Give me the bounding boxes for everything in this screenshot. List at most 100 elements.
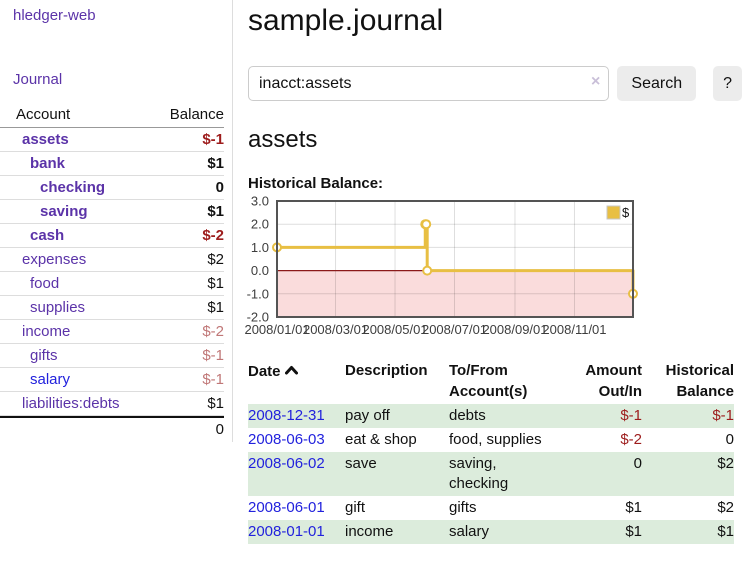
transaction-description: income bbox=[345, 523, 394, 540]
sidebar: hledger-web Journal Account Balance asse… bbox=[0, 0, 233, 442]
clear-search-icon[interactable]: × bbox=[591, 73, 601, 90]
transaction-amount: $1 bbox=[625, 523, 642, 540]
svg-text:2008/01/01: 2008/01/01 bbox=[244, 322, 309, 337]
transaction-row: 2008-06-01 gift gifts $1 $2 bbox=[248, 496, 734, 520]
transaction-amount: $-2 bbox=[620, 431, 642, 448]
account-balance: $1 bbox=[207, 395, 224, 412]
account-link-gifts[interactable]: gifts bbox=[30, 347, 58, 364]
account-balance: $1 bbox=[207, 155, 224, 172]
account-balance: $-2 bbox=[202, 227, 224, 244]
transaction-row: 2008-01-01 income salary $1 $1 bbox=[248, 520, 734, 544]
svg-text:1.0: 1.0 bbox=[251, 240, 269, 255]
transaction-date-link[interactable]: 2008-06-01 bbox=[248, 499, 325, 516]
accounts-total-row: 0 bbox=[0, 416, 224, 440]
account-balance: 0 bbox=[215, 179, 224, 196]
transaction-amount: $1 bbox=[625, 499, 642, 516]
chart-title: Historical Balance: bbox=[248, 175, 384, 192]
transaction-account: salary bbox=[449, 523, 490, 540]
account-link-assets[interactable]: assets bbox=[22, 131, 69, 148]
column-header-account: To/From Account(s) bbox=[449, 362, 528, 400]
transaction-date-link[interactable]: 2008-06-03 bbox=[248, 431, 325, 448]
transaction-row: 2008-06-02 save saving, checking 0 $2 bbox=[248, 452, 734, 496]
account-link-income[interactable]: income bbox=[22, 323, 71, 340]
account-row-supplies: supplies $1 bbox=[0, 296, 224, 320]
transaction-amount: 0 bbox=[633, 455, 642, 472]
transaction-balance: 0 bbox=[725, 431, 734, 448]
column-header-balance: Historical Balance bbox=[665, 362, 734, 400]
account-row-expenses: expenses $2 bbox=[0, 248, 224, 272]
transaction-account: food, supplies bbox=[449, 431, 542, 448]
svg-text:2.0: 2.0 bbox=[251, 217, 269, 232]
account-row-income: income $-2 bbox=[0, 320, 224, 344]
account-row-bank: bank $1 bbox=[0, 152, 224, 176]
account-heading: assets bbox=[248, 126, 318, 153]
account-link-checking[interactable]: checking bbox=[40, 179, 106, 196]
transaction-account: gifts bbox=[449, 499, 477, 516]
balance-chart-svg: 3.0 2.0 1.0 0.0 -1.0 -2.02008/01/012008/03/01… bbox=[244, 194, 638, 337]
transaction-description: pay off bbox=[345, 407, 390, 424]
search-form: × Search ? bbox=[248, 66, 742, 101]
transaction-description: save bbox=[345, 455, 377, 472]
brand-link[interactable]: hledger-web bbox=[13, 7, 96, 24]
transaction-date-link[interactable]: 2008-01-01 bbox=[248, 523, 325, 540]
account-row-salary: salary $-1 bbox=[0, 368, 224, 392]
balance-column-header: Balance bbox=[169, 106, 224, 123]
date-header-label: Date bbox=[248, 363, 281, 380]
transaction-row: 2008-12-31 pay off debts $-1 $-1 bbox=[248, 404, 734, 428]
transaction-balance: $-1 bbox=[712, 407, 734, 424]
svg-text:-1.0: -1.0 bbox=[247, 286, 269, 301]
account-row-food: food $1 bbox=[0, 272, 224, 296]
svg-text:2008/05/01: 2008/05/01 bbox=[362, 322, 427, 337]
accounts-table: Account Balance assets $-1 bank $1 check… bbox=[0, 106, 224, 440]
account-link-supplies[interactable]: supplies bbox=[30, 299, 86, 316]
transaction-description: gift bbox=[345, 499, 366, 516]
account-link-saving[interactable]: saving bbox=[40, 203, 88, 220]
account-link-liabilities-debts[interactable]: liabilities:debts bbox=[22, 395, 120, 412]
column-header-amount: Amount Out/In bbox=[585, 362, 642, 400]
svg-text:2008/07/01: 2008/07/01 bbox=[422, 322, 487, 337]
account-balance: $1 bbox=[207, 203, 224, 220]
transaction-row: 2008-06-03 eat & shop food, supplies $-2… bbox=[248, 428, 734, 452]
svg-text:2008/11/01: 2008/11/01 bbox=[542, 322, 606, 337]
column-header-date[interactable]: Date bbox=[248, 358, 345, 404]
svg-text:2008/09/01: 2008/09/01 bbox=[482, 322, 547, 337]
account-balance: $-1 bbox=[202, 347, 224, 364]
account-row-cash: cash $-2 bbox=[0, 224, 224, 248]
transaction-date-link[interactable]: 2008-12-31 bbox=[248, 407, 325, 424]
page-title: sample.journal bbox=[248, 4, 444, 37]
account-row-saving: saving $1 bbox=[0, 200, 224, 224]
help-button[interactable]: ? bbox=[713, 66, 742, 101]
account-link-food[interactable]: food bbox=[30, 275, 60, 292]
search-button[interactable]: Search bbox=[617, 66, 697, 101]
account-balance: $1 bbox=[207, 275, 224, 292]
accounts-table-header: Account Balance bbox=[0, 106, 224, 128]
accounts-total-value: 0 bbox=[215, 420, 224, 438]
svg-text:$: $ bbox=[622, 205, 630, 220]
transaction-balance: $2 bbox=[717, 455, 734, 472]
account-balance: $1 bbox=[207, 299, 224, 316]
account-row-assets: assets $-1 bbox=[0, 128, 224, 152]
svg-text:0.0: 0.0 bbox=[251, 263, 269, 278]
balance-chart: 3.0 2.0 1.0 0.0 -1.0 -2.0 2008/01/01 2008/03/01… bbox=[244, 194, 742, 346]
transaction-account: saving, checking bbox=[449, 455, 509, 492]
sidebar-item-journal[interactable]: Journal bbox=[13, 71, 63, 88]
account-link-bank[interactable]: bank bbox=[30, 155, 66, 172]
transaction-amount: $-1 bbox=[620, 407, 642, 424]
sort-ascending-icon bbox=[284, 360, 298, 381]
account-column-header: Account bbox=[16, 106, 71, 123]
main-content: sample.journal × Search ? assets Histori… bbox=[244, 0, 742, 544]
transaction-account: debts bbox=[449, 407, 486, 424]
svg-text:2008/03/01: 2008/03/01 bbox=[303, 322, 368, 337]
svg-text:3.0: 3.0 bbox=[251, 194, 269, 209]
account-link-salary[interactable]: salary bbox=[30, 371, 71, 388]
account-row-gifts: gifts $-1 bbox=[0, 344, 224, 368]
transaction-date-link[interactable]: 2008-06-02 bbox=[248, 455, 325, 472]
transaction-description: eat & shop bbox=[345, 431, 417, 448]
transaction-balance: $2 bbox=[717, 499, 734, 516]
account-link-cash[interactable]: cash bbox=[30, 227, 65, 244]
search-input[interactable] bbox=[248, 66, 610, 101]
svg-text:-2.0: -2.0 bbox=[247, 310, 269, 325]
transaction-balance: $1 bbox=[717, 523, 734, 540]
account-link-expenses[interactable]: expenses bbox=[22, 251, 87, 268]
transactions-header-row: Date Description To/From Account(s) Amou… bbox=[248, 358, 734, 404]
